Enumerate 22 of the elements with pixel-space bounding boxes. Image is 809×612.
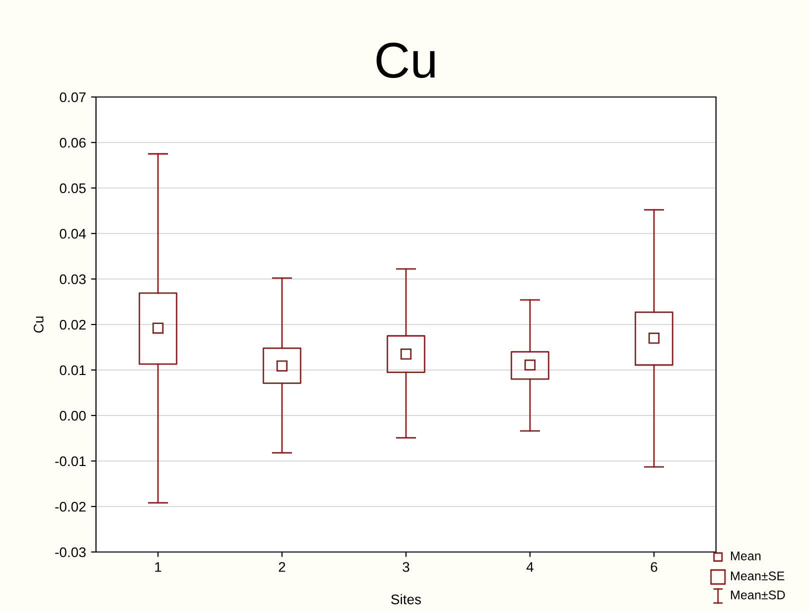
text: Mean xyxy=(731,552,760,560)
y-tick-label: -0.01 xyxy=(55,456,86,466)
y-tick-label: 0.06 xyxy=(60,138,86,148)
text: Mean±SD xyxy=(731,590,785,600)
x-tick-label: 6 xyxy=(650,562,658,572)
y-tick-label: 0.02 xyxy=(60,320,86,330)
x-tick-label: 1 xyxy=(155,562,162,572)
y-tick-label: 0.01 xyxy=(60,365,86,376)
y-tick-label: -0.03 xyxy=(55,547,86,558)
y-tick-label: 0.00 xyxy=(60,410,86,421)
x-tick-label: 2 xyxy=(278,562,286,572)
y-tick-label: 0.03 xyxy=(60,274,86,284)
x-tick-label: 3 xyxy=(402,562,410,572)
x-axis-title: Sites xyxy=(391,594,421,604)
y-tick-label: 0.05 xyxy=(60,183,86,194)
y-tick-label: -0.02 xyxy=(55,502,86,512)
chart-title: Cu xyxy=(376,42,435,78)
y-tick-label: 0.04 xyxy=(60,228,86,239)
x-tick-label: 4 xyxy=(526,562,534,572)
y-tick-label: 0.07 xyxy=(60,92,86,102)
text: Mean±SE xyxy=(731,572,784,580)
y-axis-title: Cu xyxy=(34,316,44,333)
